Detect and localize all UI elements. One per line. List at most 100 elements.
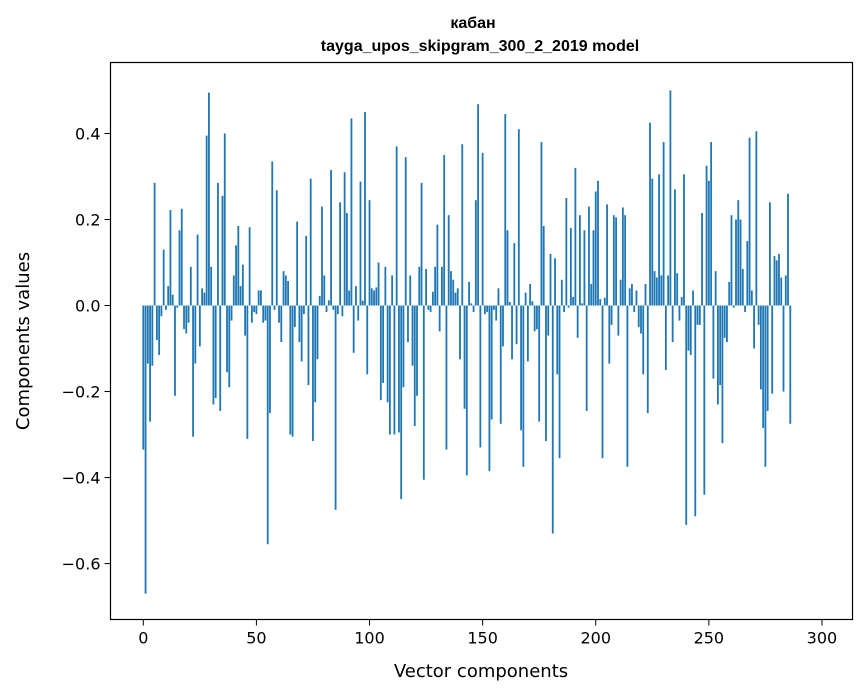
- bar-141: [461, 144, 464, 306]
- bar-102: [373, 290, 375, 306]
- bar-97: [361, 300, 364, 306]
- bar-121: [416, 305, 418, 396]
- bar-100: [368, 200, 371, 306]
- bar-179: [547, 305, 550, 336]
- bar-167: [520, 305, 522, 431]
- bar-51: [257, 290, 260, 306]
- bar-50: [255, 305, 258, 315]
- bar-209: [615, 217, 618, 306]
- chart-subtitle: tayga_upos_skipgram_300_2_2019 model: [321, 38, 639, 55]
- bar-38: [228, 305, 231, 388]
- bar-263: [737, 200, 740, 306]
- y-axis-label: Components values: [13, 252, 34, 430]
- bar-158: [499, 305, 502, 424]
- bar-260: [730, 215, 733, 306]
- bar-171: [529, 284, 532, 306]
- bar-0: [142, 305, 145, 450]
- bar-197: [588, 206, 590, 306]
- bar-244: [694, 305, 697, 517]
- bar-249: [705, 165, 708, 306]
- bar-26: [201, 288, 204, 306]
- bar-229: [660, 275, 663, 306]
- bar-238: [680, 296, 683, 306]
- bar-61: [280, 305, 283, 343]
- bar-133: [443, 154, 446, 306]
- bar-113: [398, 305, 400, 433]
- bar-59: [275, 190, 278, 306]
- bar-68: [296, 221, 299, 306]
- bar-274: [762, 305, 765, 429]
- bar-53: [262, 305, 265, 323]
- bar-202: [599, 299, 602, 306]
- bar-277: [769, 202, 771, 306]
- bar-150: [481, 152, 484, 306]
- bar-12: [169, 210, 172, 306]
- bar-57: [271, 161, 274, 306]
- bar-71: [303, 305, 305, 315]
- bar-56: [269, 305, 271, 414]
- y-tick-label-1: −0.4: [62, 469, 101, 488]
- bar-231: [664, 305, 667, 371]
- bar-39: [230, 305, 233, 321]
- bar-241: [687, 305, 690, 351]
- bar-258: [726, 305, 728, 343]
- bar-204: [603, 297, 606, 306]
- bar-77: [316, 305, 319, 360]
- bar-239: [683, 174, 685, 306]
- y-tick-label-2: −0.2: [62, 383, 101, 402]
- bar-183: [556, 305, 559, 375]
- bar-251: [710, 142, 713, 306]
- bar-285: [787, 193, 789, 306]
- bar-201: [597, 180, 599, 306]
- bar-168: [522, 305, 525, 467]
- bar-236: [676, 273, 679, 306]
- bar-227: [655, 277, 658, 306]
- bar-199: [592, 230, 595, 306]
- bar-190: [572, 296, 575, 306]
- bar-89: [343, 172, 346, 306]
- bar-19: [185, 305, 188, 334]
- bar-130: [436, 224, 439, 306]
- bar-189: [569, 228, 572, 306]
- x-tick-label-150: 150: [467, 629, 498, 648]
- bar-64: [287, 281, 289, 306]
- bar-271: [755, 131, 758, 306]
- bar-184: [558, 305, 561, 459]
- bar-194: [581, 303, 584, 306]
- bar-142: [463, 305, 466, 409]
- bar-139: [456, 288, 459, 306]
- bar-32: [214, 305, 217, 398]
- bar-226: [653, 271, 656, 306]
- bar-178: [545, 305, 547, 442]
- bar-86: [336, 305, 339, 315]
- bar-233: [669, 90, 672, 306]
- bar-42: [237, 225, 240, 306]
- bar-101: [370, 288, 373, 306]
- bar-208: [612, 215, 615, 306]
- bar-10: [165, 305, 167, 310]
- bar-22: [192, 305, 194, 437]
- bar-4: [151, 305, 154, 366]
- y-tick-label-5: 0.4: [75, 124, 100, 143]
- bar-147: [474, 200, 477, 306]
- bar-281: [778, 253, 780, 306]
- bar-135: [447, 215, 450, 306]
- bar-191: [574, 167, 577, 306]
- bar-98: [364, 111, 366, 306]
- bar-44: [241, 264, 244, 306]
- bar-35: [221, 195, 224, 306]
- bar-211: [619, 279, 622, 306]
- bar-161: [506, 230, 509, 306]
- bar-248: [703, 305, 706, 495]
- bar-20: [187, 305, 190, 323]
- bar-93: [352, 305, 355, 353]
- bar-65: [289, 305, 292, 435]
- bar-182: [554, 258, 556, 306]
- bar-278: [771, 305, 774, 394]
- bar-23: [194, 305, 197, 364]
- bar-47: [248, 227, 251, 306]
- bar-265: [741, 268, 744, 306]
- bar-9: [162, 249, 165, 306]
- bar-181: [551, 305, 554, 534]
